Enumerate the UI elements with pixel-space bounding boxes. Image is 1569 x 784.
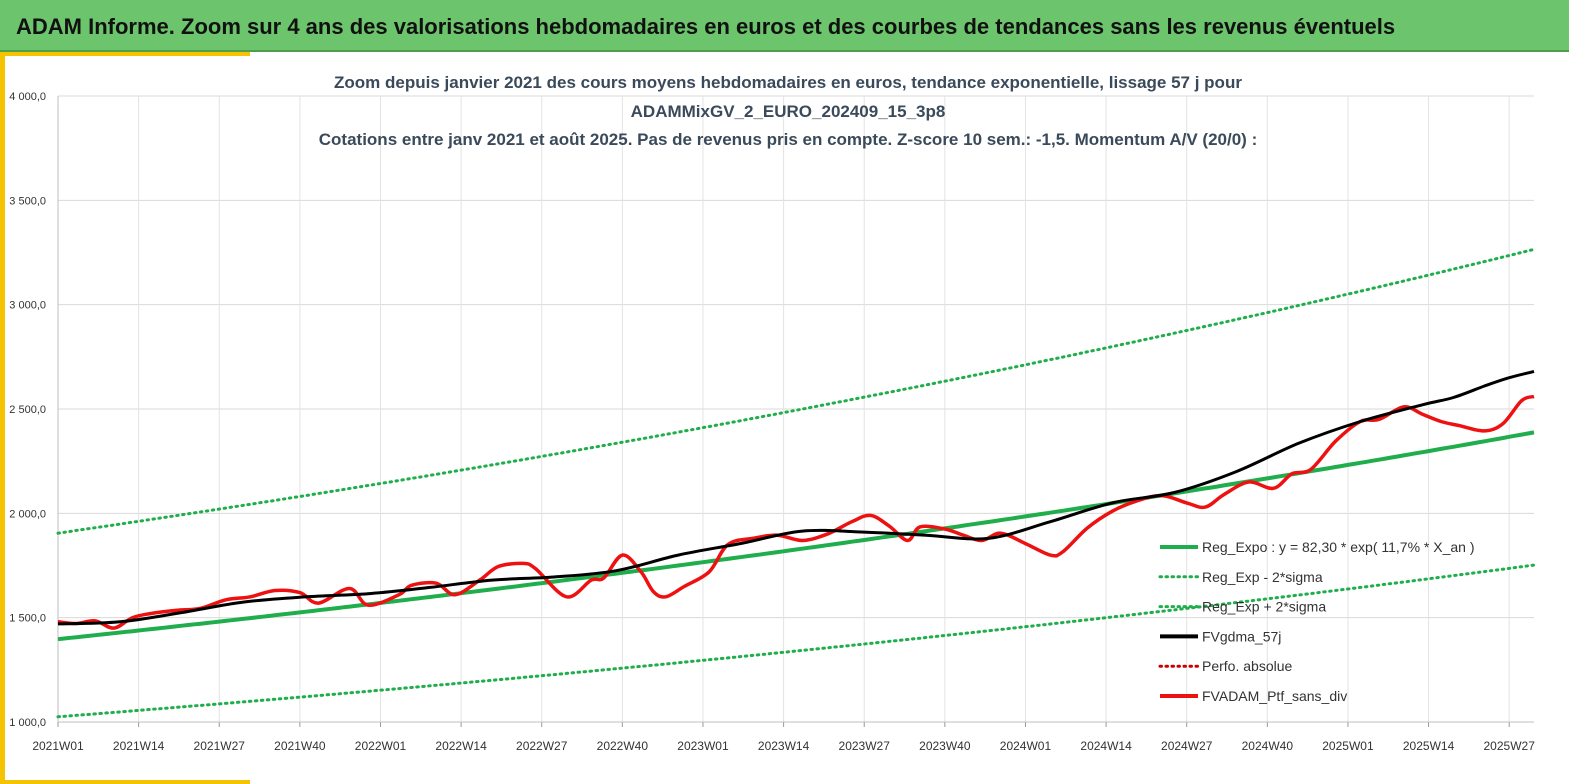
series-moving-average [57, 369, 1535, 626]
x-tick-label: 2025W14 [1403, 739, 1455, 753]
x-tick-label: 2023W01 [677, 739, 729, 753]
x-tick-label: 2023W40 [919, 739, 971, 753]
y-tick-label: 3 500,0 [9, 195, 46, 207]
x-tick-label: 2024W40 [1242, 739, 1294, 753]
banner: ADAM Informe. Zoom sur 4 ans des valoris… [0, 0, 1569, 52]
axes: 1 000,0 1 500,0 2 000,0 2 500,0 3 000,0 3 500… [9, 91, 1535, 753]
x-tick-label: 2021W14 [113, 739, 165, 753]
x-tick-label: 2023W27 [839, 739, 891, 753]
legend-label: Reg_Expo : y = 82,30 * exp( 11,7% * X_an… [1202, 539, 1475, 555]
chart-title-line-3: Cotations entre janv 2021 et août 2025. … [319, 130, 1257, 149]
y-tick-label: 1 000,0 [9, 717, 46, 729]
legend: Reg_Expo : y = 82,30 * exp( 11,7% * X_an… [1158, 539, 1475, 704]
series [56, 247, 1536, 719]
x-tick-label: 2023W14 [758, 739, 810, 753]
x-tick-label: 2022W14 [435, 739, 487, 753]
x-tick-label: 2024W01 [1000, 739, 1052, 753]
x-tick-label: 2022W01 [355, 739, 407, 753]
chart-title-line-1: Zoom depuis janvier 2021 des cours moyen… [334, 73, 1242, 92]
y-tick-label: 2 500,0 [9, 404, 46, 416]
x-tick-label: 2021W27 [194, 739, 246, 753]
banner-title: ADAM Informe. Zoom sur 4 ans des valoris… [16, 14, 1396, 39]
accent-bar-top [0, 52, 250, 56]
series-lower-band [56, 563, 1536, 719]
y-tick-label: 1 500,0 [9, 613, 46, 625]
legend-label: Reg_Exp + 2*sigma [1202, 599, 1326, 615]
legend-label: Perfo. absolue [1202, 658, 1292, 674]
chart-title: Zoom depuis janvier 2021 des cours moyen… [319, 73, 1257, 149]
legend-label: FVgdma_57j [1202, 628, 1281, 644]
x-tick-label: 2021W40 [274, 739, 326, 753]
legend-label: Reg_Exp - 2*sigma [1202, 569, 1323, 585]
series-portfolio [57, 394, 1535, 630]
x-tick-label: 2024W14 [1080, 739, 1132, 753]
accent-bar-bottom [0, 780, 250, 784]
x-tick-label: 2022W27 [516, 739, 568, 753]
series-upper-band [56, 247, 1536, 535]
accent-bar-left [0, 52, 5, 784]
grid [57, 95, 1534, 723]
x-tick-label: 2025W01 [1322, 739, 1374, 753]
x-tick-label: 2021W01 [32, 739, 84, 753]
x-tick-label: 2022W40 [597, 739, 649, 753]
y-tick-label: 3 000,0 [9, 300, 46, 312]
legend-label: FVADAM_Ptf_sans_div [1202, 688, 1347, 704]
y-tick-label: 2 000,0 [9, 508, 46, 520]
x-tick-label: 2024W27 [1161, 739, 1213, 753]
x-tick-label: 2025W27 [1484, 739, 1536, 753]
chart-title-line-2: ADAMMixGV_2_EURO_202409_15_3p8 [631, 102, 946, 121]
y-tick-label: 4 000,0 [9, 91, 46, 103]
